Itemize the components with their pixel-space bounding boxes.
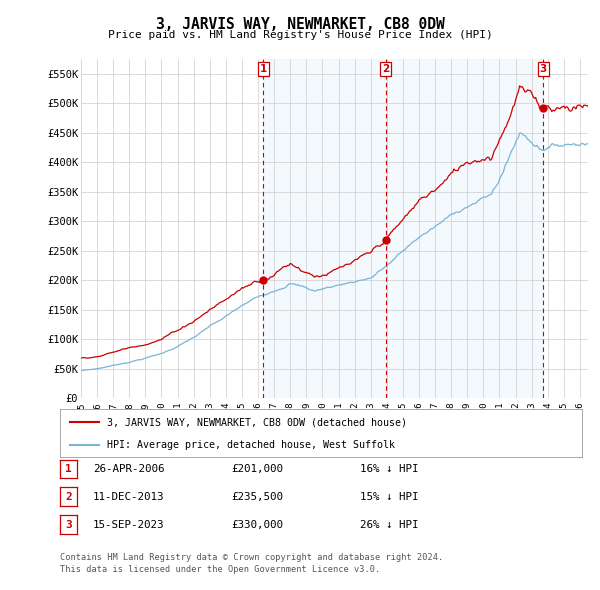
Text: 26-APR-2006: 26-APR-2006 [93,464,164,474]
Text: £201,000: £201,000 [231,464,283,474]
Text: 2: 2 [382,64,389,74]
Bar [386,59,543,398]
Text: 3, JARVIS WAY, NEWMARKET, CB8 0DW: 3, JARVIS WAY, NEWMARKET, CB8 0DW [155,17,445,31]
Text: £330,000: £330,000 [231,520,283,529]
Text: 3, JARVIS WAY, NEWMARKET, CB8 0DW (detached house): 3, JARVIS WAY, NEWMARKET, CB8 0DW (detac… [107,417,407,427]
Text: 15% ↓ HPI: 15% ↓ HPI [360,492,419,502]
Text: Contains HM Land Registry data © Crown copyright and database right 2024.: Contains HM Land Registry data © Crown c… [60,553,443,562]
Text: £235,500: £235,500 [231,492,283,502]
Text: Price paid vs. HM Land Registry's House Price Index (HPI): Price paid vs. HM Land Registry's House … [107,30,493,40]
Text: 2: 2 [65,492,72,502]
Text: 15-SEP-2023: 15-SEP-2023 [93,520,164,529]
Bar [263,59,386,398]
Text: 1: 1 [260,64,267,74]
Text: 26% ↓ HPI: 26% ↓ HPI [360,520,419,529]
Text: 1: 1 [65,464,72,474]
Text: 3: 3 [65,520,72,529]
Text: 3: 3 [539,64,547,74]
Text: 11-DEC-2013: 11-DEC-2013 [93,492,164,502]
Text: HPI: Average price, detached house, West Suffolk: HPI: Average price, detached house, West… [107,440,395,450]
Text: This data is licensed under the Open Government Licence v3.0.: This data is licensed under the Open Gov… [60,565,380,574]
Text: 16% ↓ HPI: 16% ↓ HPI [360,464,419,474]
